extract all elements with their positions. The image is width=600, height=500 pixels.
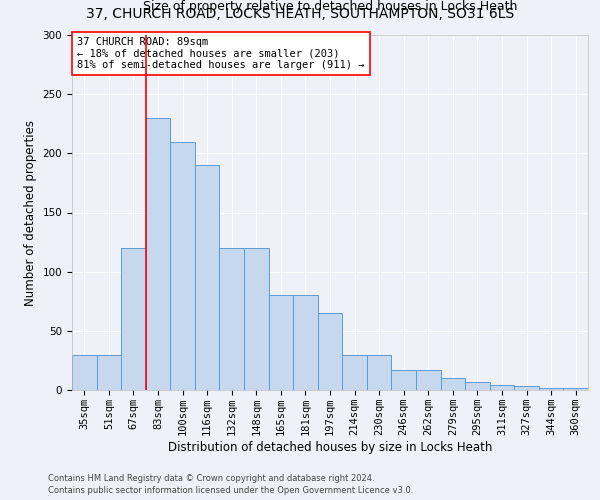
Bar: [440, 378, 465, 390]
Text: 37, CHURCH ROAD, LOCKS HEATH, SOUTHAMPTON, SO31 6LS: 37, CHURCH ROAD, LOCKS HEATH, SOUTHAMPTO…: [86, 8, 514, 22]
Y-axis label: Number of detached properties: Number of detached properties: [24, 120, 37, 306]
Bar: [72, 354, 97, 390]
Bar: [97, 354, 121, 390]
Bar: [539, 388, 563, 390]
Bar: [318, 313, 342, 390]
Bar: [195, 165, 220, 390]
Text: Contains HM Land Registry data © Crown copyright and database right 2024.
Contai: Contains HM Land Registry data © Crown c…: [48, 474, 413, 495]
Bar: [293, 296, 318, 390]
Bar: [490, 386, 514, 390]
Bar: [244, 248, 269, 390]
Text: 37 CHURCH ROAD: 89sqm
← 18% of detached houses are smaller (203)
81% of semi-det: 37 CHURCH ROAD: 89sqm ← 18% of detached …: [77, 37, 365, 70]
Bar: [170, 142, 195, 390]
Bar: [563, 388, 588, 390]
Bar: [416, 370, 440, 390]
Bar: [342, 354, 367, 390]
Bar: [121, 248, 146, 390]
Bar: [146, 118, 170, 390]
X-axis label: Distribution of detached houses by size in Locks Heath: Distribution of detached houses by size …: [168, 440, 492, 454]
Bar: [220, 248, 244, 390]
Bar: [367, 354, 391, 390]
Bar: [514, 386, 539, 390]
Title: Size of property relative to detached houses in Locks Heath: Size of property relative to detached ho…: [143, 0, 517, 13]
Bar: [269, 296, 293, 390]
Bar: [465, 382, 490, 390]
Bar: [391, 370, 416, 390]
